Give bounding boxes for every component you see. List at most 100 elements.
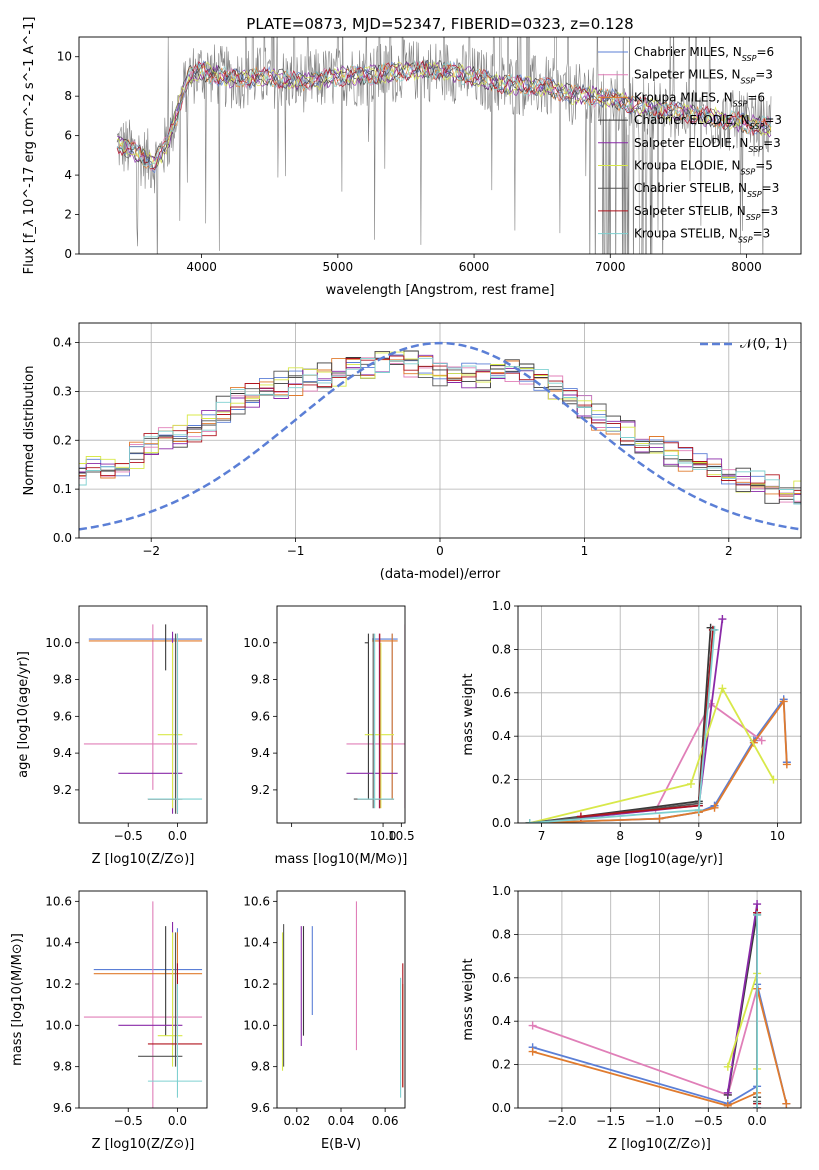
series-point — [782, 1099, 791, 1108]
y-axis-label: mass [log10(M/M⊙)] — [10, 933, 25, 1066]
x-tick-label: 8 — [616, 829, 624, 843]
histogram-step — [79, 350, 801, 492]
panel-age_vs_Z: −0.5 0.0 9.2 9.4 9.6 9.8 10.0 Z [log10(Z/Z⊙)] ag… — [16, 605, 208, 867]
y-tick-label: 4 — [64, 168, 72, 182]
x-axis-label: Z [log10(Z/Z⊙)] — [608, 1137, 711, 1152]
data-mass_weight_vs_Z — [528, 900, 791, 1108]
x-tick-label: 6000 — [459, 260, 490, 274]
data-mass_weight_vs_age — [525, 615, 791, 823]
y-tick-label: 10.6 — [243, 894, 270, 908]
series-point — [528, 1021, 537, 1030]
series-point — [782, 760, 791, 769]
x-tick-label: −2 — [142, 544, 160, 558]
y-tick-label: 10.6 — [45, 894, 72, 908]
model-line — [116, 60, 772, 171]
legend-entry: Kroupa MILES, NSSP=6 — [634, 90, 765, 108]
y-tick-label: 0.8 — [492, 927, 511, 941]
y-tick-label: 0.3 — [53, 384, 72, 398]
y-tick-label: 9.8 — [53, 1060, 72, 1074]
x-axis-label: Z [log10(Z/Z⊙)] — [92, 1137, 195, 1152]
y-tick-label: 0.2 — [53, 433, 72, 447]
x-tick-label: 2 — [725, 544, 733, 558]
x-tick-label: 0.04 — [328, 1114, 355, 1128]
y-axis-label: Flux [f_λ 10^-17 erg cm^-2 s^-1 A^-1] — [22, 17, 37, 275]
series-point — [723, 1062, 732, 1071]
spectrum-legend: Chabrier MILES, NSSP=6 Salpeter MILES, NS… — [598, 45, 782, 244]
plot-area-mass_weight_vs_Z — [518, 891, 801, 1108]
histogram-step — [79, 351, 801, 494]
model-line — [116, 61, 772, 166]
y-tick-label: 0.0 — [492, 1101, 511, 1115]
y-tick-label: 9.4 — [251, 746, 270, 760]
histogram-step — [79, 357, 801, 505]
series-point — [779, 697, 788, 706]
y-axis-label: Normed distribution — [22, 366, 37, 496]
x-tick-label: 7000 — [595, 260, 626, 274]
y-tick-label: 2 — [64, 208, 72, 222]
x-tick-label: 10.0 — [370, 829, 397, 843]
x-tick-label: 5000 — [323, 260, 354, 274]
x-tick-label: 0 — [436, 544, 444, 558]
series-point — [753, 910, 762, 919]
x-tick-label: 10 — [770, 829, 785, 843]
y-tick-label: 9.8 — [251, 673, 270, 687]
y-tick-label: 10.2 — [243, 977, 270, 991]
histogram-step — [79, 350, 801, 503]
y-tick-label: 8 — [64, 89, 72, 103]
x-tick-label: 1 — [581, 544, 589, 558]
y-tick-label: 9.6 — [251, 709, 270, 723]
x-tick-label: −1.5 — [596, 1114, 625, 1128]
data-mass_vs_Z — [83, 901, 203, 1108]
y-tick-label: 0.1 — [53, 482, 72, 496]
x-tick-label: −0.5 — [694, 1114, 723, 1128]
legend-entry: Salpeter STELIB, NSSP=3 — [634, 204, 778, 222]
series-point — [757, 736, 766, 745]
y-tick-label: 10.0 — [45, 636, 72, 650]
x-tick-label: 7 — [538, 829, 546, 843]
y-tick-label: 10 — [57, 50, 72, 64]
series-point — [528, 1047, 537, 1056]
x-tick-label: 8000 — [731, 260, 762, 274]
x-tick-label: −1 — [287, 544, 305, 558]
y-tick-label: 9.4 — [53, 746, 72, 760]
data-spectrum — [116, 37, 772, 254]
series-line — [580, 629, 714, 818]
x-axis-label: wavelength [Angstrom, rest frame] — [326, 283, 555, 298]
histogram-step — [79, 355, 801, 497]
series-point — [710, 803, 719, 812]
x-axis-label: Z [log10(Z/Z⊙)] — [92, 852, 195, 867]
plot-area-mass_vs_Z — [83, 901, 203, 1108]
legend-entry: Salpeter ELODIE, NSSP=3 — [634, 136, 781, 154]
y-tick-label: 0.6 — [492, 686, 511, 700]
legend-entry: Chabrier STELIB, NSSP=3 — [634, 181, 779, 199]
y-tick-label: 10.4 — [45, 936, 72, 950]
axes-frame — [78, 890, 208, 1109]
y-tick-label: 1.0 — [492, 884, 511, 898]
y-tick-label: 0 — [64, 247, 72, 261]
y-tick-label: 0.0 — [53, 531, 72, 545]
x-axis-label: age [log10(age/yr)] — [596, 852, 723, 867]
series-point — [723, 1088, 732, 1097]
histogram-step — [79, 354, 801, 504]
panel-mass_weight_vs_age: 7 8 9 10 0.0 0.2 0.4 0.6 0.8 1.0 age [log10(age/yr… — [461, 599, 802, 867]
y-tick-label: 9.2 — [251, 783, 270, 797]
y-tick-label: 10.0 — [45, 1018, 72, 1032]
y-tick-label: 0.0 — [492, 816, 511, 830]
model-line — [116, 59, 772, 170]
histogram-step — [79, 356, 801, 495]
y-tick-label: 0.4 — [492, 1014, 511, 1028]
series-point — [694, 805, 703, 814]
series-line — [529, 629, 716, 823]
x-tick-label: 0.06 — [372, 1114, 399, 1128]
y-tick-label: 0.6 — [492, 971, 511, 985]
y-tick-label: 9.2 — [53, 783, 72, 797]
y-axis-label: mass weight — [461, 673, 476, 755]
plot-area-residuals — [79, 323, 801, 538]
plot-area-age_vs_mass — [346, 624, 405, 809]
y-tick-label: 9.8 — [53, 673, 72, 687]
series-point — [753, 1104, 762, 1108]
y-tick-label: 0.8 — [492, 642, 511, 656]
y-tick-label: 9.6 — [53, 1101, 72, 1115]
data-residuals — [79, 341, 801, 531]
